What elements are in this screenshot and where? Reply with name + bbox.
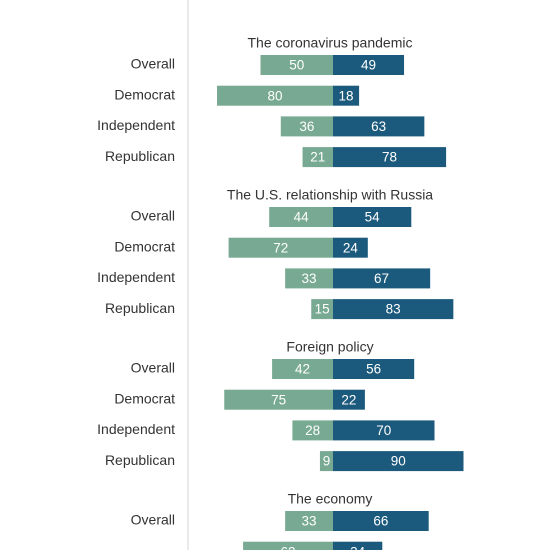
bar-left xyxy=(311,299,333,320)
value-label: 15 xyxy=(315,302,330,317)
category-label: Republican xyxy=(105,148,175,164)
value-label: 56 xyxy=(366,362,381,377)
group-title: The U.S. relationship with Russia xyxy=(227,187,433,203)
bar-left xyxy=(285,511,333,531)
category-label: Democrat xyxy=(114,86,175,102)
bar-right xyxy=(333,389,365,410)
bar-right xyxy=(333,147,447,168)
category-label: Independent xyxy=(97,117,175,133)
value-label: 50 xyxy=(289,58,304,73)
value-label: 18 xyxy=(339,88,354,103)
bar-left xyxy=(280,116,333,137)
bar-right xyxy=(333,541,383,550)
value-label: 42 xyxy=(295,362,310,377)
bar-right xyxy=(333,511,429,531)
value-label: 63 xyxy=(371,119,386,134)
value-label: 24 xyxy=(343,240,359,255)
value-label: 22 xyxy=(341,392,356,407)
category-label: Independent xyxy=(97,421,175,437)
group-title: The economy xyxy=(288,491,373,507)
value-label: 62 xyxy=(281,544,296,550)
value-label: 21 xyxy=(310,150,325,165)
bar-right xyxy=(333,55,405,75)
category-label: Overall xyxy=(131,512,175,528)
bar-right xyxy=(333,237,368,258)
value-label: 66 xyxy=(373,514,388,529)
category-label: Independent xyxy=(97,269,175,285)
value-label: 28 xyxy=(305,423,320,438)
value-label: 36 xyxy=(299,119,314,134)
value-label: 80 xyxy=(267,88,282,103)
bar-left xyxy=(224,389,333,410)
bar-right xyxy=(333,299,454,320)
value-label: 78 xyxy=(382,150,397,165)
category-label: Republican xyxy=(105,452,175,468)
value-label: 54 xyxy=(365,210,381,225)
group-title: The coronavirus pandemic xyxy=(248,35,413,51)
value-label: 70 xyxy=(376,423,391,438)
value-label: 90 xyxy=(391,454,406,469)
value-label: 83 xyxy=(386,302,401,317)
bar-left xyxy=(260,55,333,75)
bar-left xyxy=(269,207,333,227)
bar-left xyxy=(285,268,333,289)
category-label: Republican xyxy=(105,300,175,316)
bar-left xyxy=(292,420,333,441)
value-label: 49 xyxy=(361,58,376,73)
value-label: 75 xyxy=(271,392,286,407)
bar-left xyxy=(243,541,333,550)
value-label: 67 xyxy=(374,271,389,286)
bar-right xyxy=(333,451,464,472)
bar-left xyxy=(228,237,333,258)
category-label: Overall xyxy=(131,360,175,376)
value-label: 44 xyxy=(294,210,310,225)
bar-right xyxy=(333,116,425,137)
bar-right xyxy=(333,420,435,441)
category-label: Democrat xyxy=(114,390,175,406)
bar-left xyxy=(217,85,333,106)
value-label: 72 xyxy=(273,240,288,255)
category-label: Democrat xyxy=(114,238,175,254)
bar-left xyxy=(272,359,333,379)
value-label: 34 xyxy=(350,544,366,550)
bar-right xyxy=(333,207,412,227)
bar-left xyxy=(319,451,333,472)
value-label: 9 xyxy=(323,454,331,469)
bar-left xyxy=(302,147,333,168)
value-label: 33 xyxy=(302,271,317,286)
bar-right xyxy=(333,85,360,106)
category-label: Overall xyxy=(131,56,175,72)
value-label: 33 xyxy=(302,514,317,529)
group-title: Foreign policy xyxy=(286,339,373,355)
bar-right xyxy=(333,359,415,379)
category-label: Overall xyxy=(131,208,175,224)
bar-right xyxy=(333,268,431,289)
